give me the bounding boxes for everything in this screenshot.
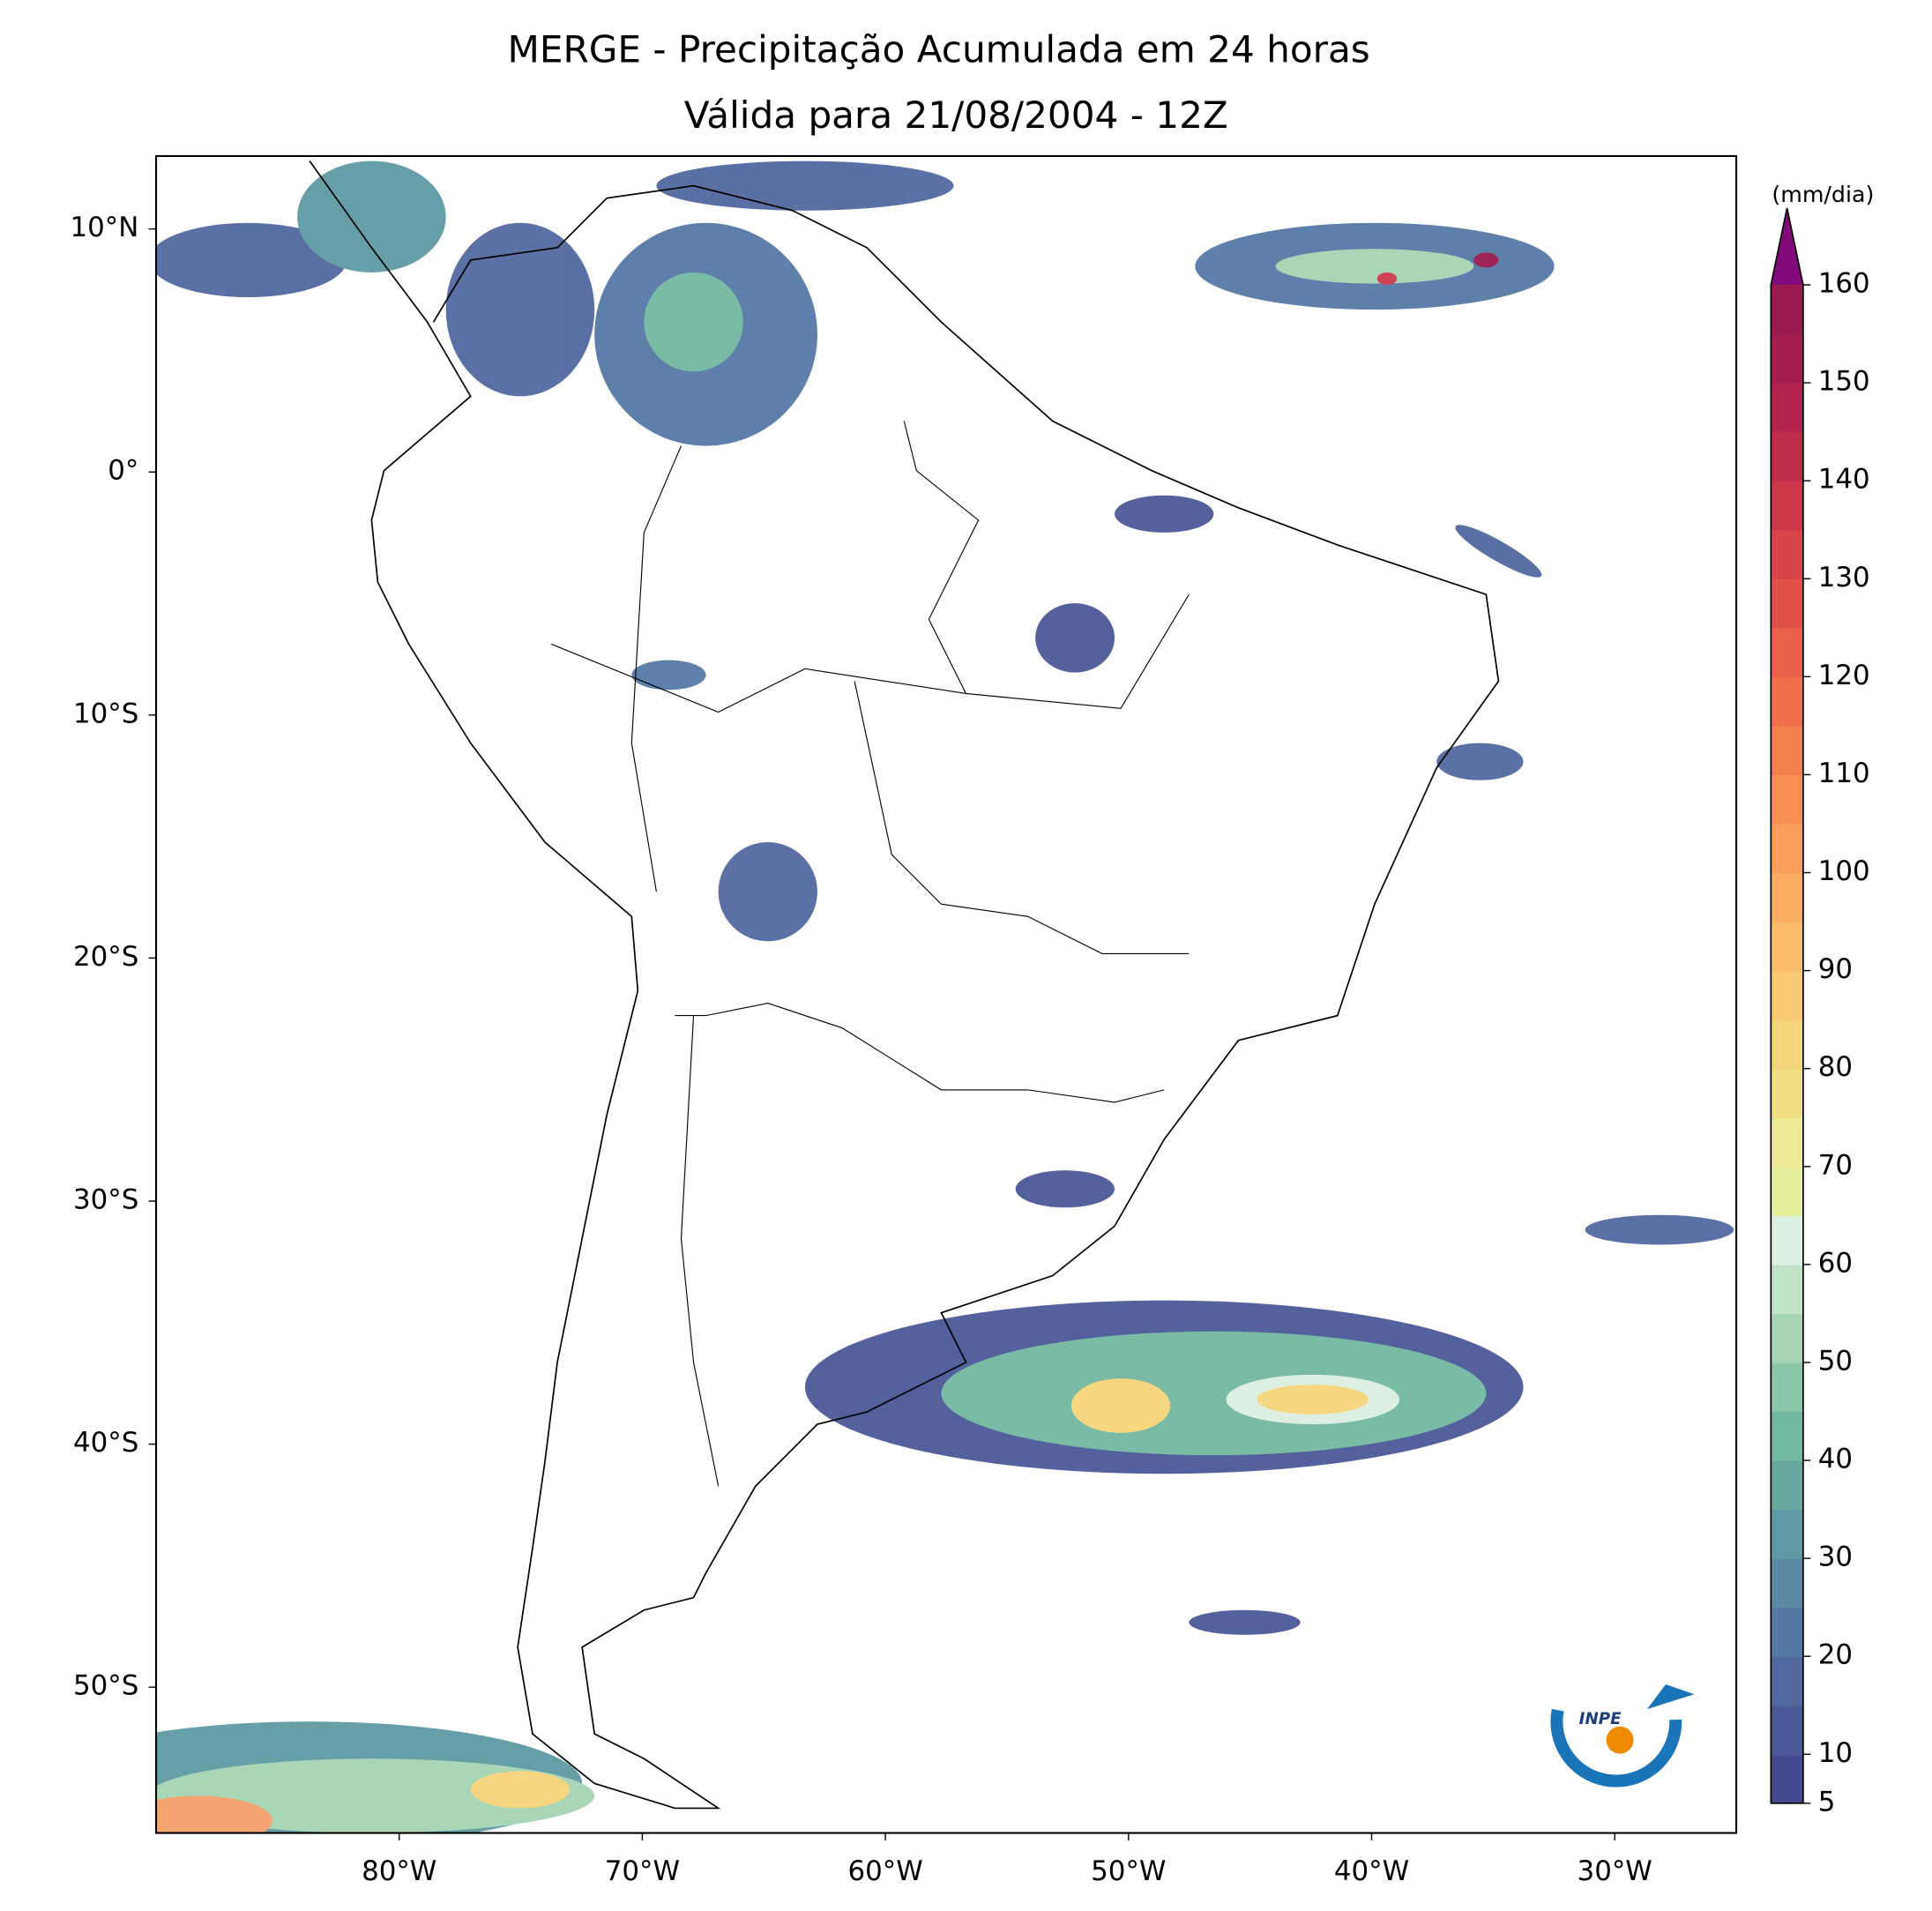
colorbar-tick-label: 20 xyxy=(1818,1639,1853,1671)
map-area: INPE xyxy=(156,160,1734,1833)
colorbar-band xyxy=(1771,285,1803,335)
colorbar-band xyxy=(1771,579,1803,629)
colorbar-band xyxy=(1771,823,1803,874)
y-tick-label: 10°S xyxy=(73,698,138,729)
colorbar-band xyxy=(1771,1068,1803,1118)
colorbar-tick-label: 60 xyxy=(1818,1247,1853,1279)
colorbar-band xyxy=(1771,481,1803,531)
colorbar-band xyxy=(1771,627,1803,678)
y-tick-label: 40°S xyxy=(73,1427,138,1459)
colorbar-band xyxy=(1771,676,1803,727)
colorbar-band xyxy=(1771,1607,1803,1657)
colorbar-tick-label: 5 xyxy=(1818,1786,1836,1818)
colorbar-band xyxy=(1771,1215,1803,1265)
colorbar-frame xyxy=(1770,207,1804,1804)
colorbar-label: (mm/dia) xyxy=(1772,182,1874,207)
x-tick-label: 50°W xyxy=(1091,1855,1166,1887)
title: MERGE - Precipitação Acumulada em 24 hor… xyxy=(507,27,1369,71)
y-tick-label: 30°S xyxy=(73,1183,138,1215)
precipitation-field xyxy=(156,160,1734,1833)
borders xyxy=(550,421,1190,1487)
colorbar-band xyxy=(1771,1019,1803,1070)
colorbar-tick-label: 150 xyxy=(1818,366,1870,398)
colorbar-band xyxy=(1771,1705,1803,1755)
map-frame xyxy=(154,154,1738,1834)
colorbar-band xyxy=(1771,970,1803,1020)
y-tick-label: 10°N xyxy=(71,212,139,243)
y-tick-label: 50°S xyxy=(73,1670,138,1702)
x-tick-label: 60°W xyxy=(847,1855,922,1887)
colorbar-band xyxy=(1771,725,1803,776)
colorbar-tick-label: 110 xyxy=(1818,758,1870,789)
colorbar-tick-label: 30 xyxy=(1818,1541,1853,1573)
colorbar-band xyxy=(1771,333,1803,384)
colorbar-band xyxy=(1771,1117,1803,1168)
colorbar-band xyxy=(1771,1754,1803,1804)
x-tick-label: 40°W xyxy=(1334,1855,1409,1887)
colorbar-tick-label: 50 xyxy=(1818,1345,1853,1377)
logo-text: INPE xyxy=(1579,1710,1622,1728)
colorbar-tick-label: 90 xyxy=(1818,953,1853,985)
colorbar-band xyxy=(1771,1509,1803,1559)
colorbar-band xyxy=(1771,922,1803,972)
colorbar-band xyxy=(1771,529,1803,579)
colorbar-tick-label: 70 xyxy=(1818,1149,1853,1181)
colorbar-band xyxy=(1771,872,1803,922)
colorbar-band xyxy=(1771,1411,1803,1461)
colorbar-band xyxy=(1771,1264,1803,1315)
y-tick-label: 20°S xyxy=(73,941,138,973)
colorbar-band xyxy=(1771,431,1803,481)
y-tick-label: 0° xyxy=(108,455,138,487)
logo: INPE xyxy=(1550,1655,1695,1788)
colorbar-tick-label: 100 xyxy=(1818,855,1870,887)
colorbar-tick-label: 10 xyxy=(1818,1737,1853,1769)
colorbar-extend xyxy=(1771,207,1803,286)
colorbar-tick-label: 160 xyxy=(1818,268,1870,300)
colorbar-band xyxy=(1771,1166,1803,1217)
colorbar-tick-label: 120 xyxy=(1818,660,1870,691)
colorbar-band xyxy=(1771,1656,1803,1706)
colorbar-tick-label: 80 xyxy=(1818,1051,1853,1083)
colorbar-band xyxy=(1771,1460,1803,1511)
colorbar-band xyxy=(1771,1362,1803,1413)
colorbar-tick-label: 40 xyxy=(1818,1444,1853,1475)
colorbar-band xyxy=(1771,774,1803,825)
coastline xyxy=(309,160,1500,1810)
colorbar-tick-label: 130 xyxy=(1818,562,1870,593)
colorbar-tick-label: 140 xyxy=(1818,464,1870,496)
colorbar-band xyxy=(1771,1313,1803,1363)
colorbar-band xyxy=(1771,383,1803,433)
x-tick-label: 30°W xyxy=(1578,1855,1652,1887)
subtitle: Válida para 21/08/2004 - 12Z xyxy=(684,93,1228,137)
x-tick-label: 80°W xyxy=(362,1855,436,1887)
x-tick-label: 70°W xyxy=(605,1855,680,1887)
colorbar-band xyxy=(1771,1558,1803,1609)
